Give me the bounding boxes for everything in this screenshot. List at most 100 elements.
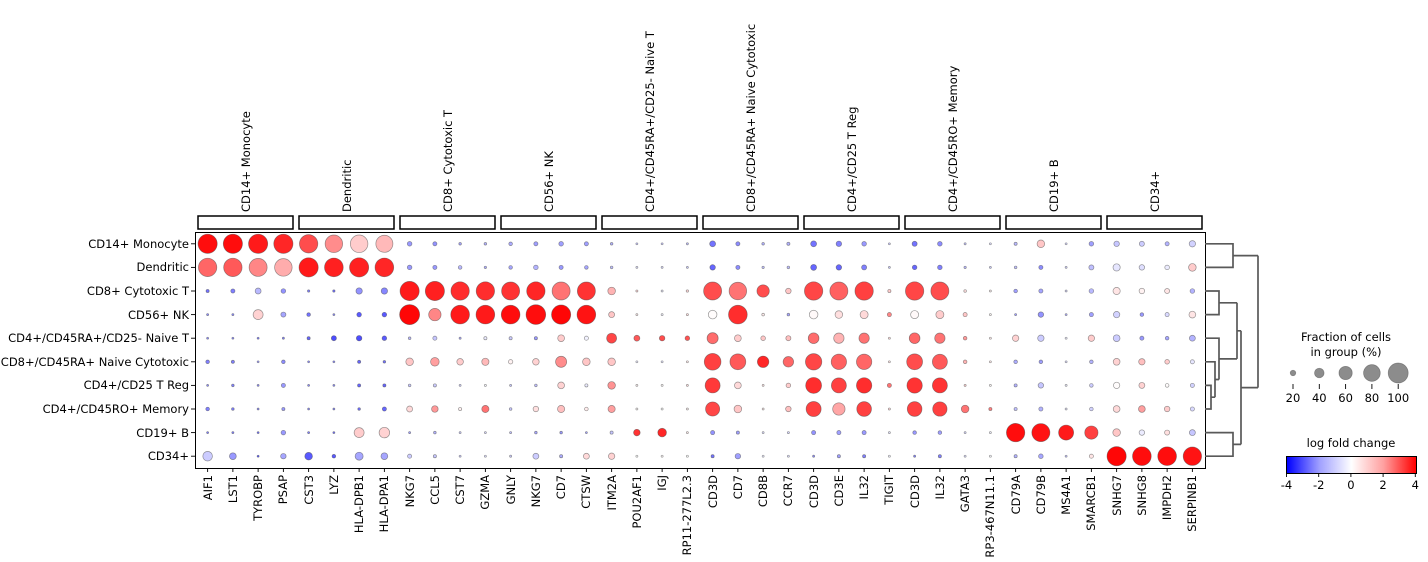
dot (760, 335, 766, 341)
dot (761, 454, 765, 458)
dot (932, 377, 948, 394)
dot (1089, 383, 1094, 388)
dot (888, 360, 891, 364)
dot (963, 265, 967, 269)
gene-label: IMPDH2 (1160, 475, 1175, 521)
dot (475, 304, 496, 325)
dot (330, 335, 337, 342)
size-legend-dot (1363, 364, 1381, 382)
dot (932, 353, 948, 370)
dot (1037, 334, 1045, 342)
dot (353, 427, 365, 438)
dot (989, 384, 992, 387)
dot (280, 382, 286, 388)
dot (782, 356, 795, 368)
dot (861, 264, 868, 271)
dot (609, 430, 614, 435)
dot (382, 383, 387, 388)
dot (705, 401, 721, 417)
dot (1164, 241, 1170, 247)
dot (484, 431, 487, 434)
dot (761, 242, 765, 246)
gene-label: CST7 (453, 475, 468, 505)
dot (836, 430, 842, 436)
row-label: CD4+/CD45RO+ Memory (42, 402, 189, 416)
dot (785, 382, 792, 389)
row-label: CD4+/CD25 T Reg (83, 378, 189, 393)
dot (1036, 239, 1046, 248)
dot (633, 334, 641, 342)
dot (331, 454, 337, 459)
dot (1013, 407, 1018, 411)
dot (633, 428, 641, 437)
dot (307, 407, 310, 411)
dot (332, 384, 336, 387)
dot (584, 265, 589, 270)
dot (886, 382, 892, 388)
dot (231, 407, 235, 411)
dot (1088, 312, 1094, 318)
dot (734, 453, 741, 460)
dot (1164, 336, 1170, 341)
dot (307, 384, 310, 387)
dot (729, 353, 747, 371)
dot (937, 264, 943, 271)
dot (1138, 382, 1146, 389)
dot (835, 264, 842, 271)
dot (761, 407, 765, 411)
dot (508, 265, 513, 270)
size-legend-title: Fraction of cells in group (%) (1276, 330, 1416, 360)
dot (349, 257, 370, 278)
dot (906, 353, 923, 371)
dot (458, 407, 463, 411)
row-label: CD8+/CD45RA+ Naive Cytotoxic (0, 354, 189, 369)
dot (500, 304, 521, 325)
dot (205, 359, 210, 364)
dot (509, 454, 513, 458)
dot (197, 233, 218, 254)
row-label: CD19+ B (136, 425, 189, 440)
gene-label: CCR7 (781, 475, 796, 507)
dot (406, 405, 413, 413)
dot (583, 335, 589, 341)
gene-label: PSAP (276, 475, 291, 505)
gene-label: CD3E (831, 475, 846, 507)
size-legend-dot (1289, 369, 1297, 377)
dot (557, 381, 565, 390)
dot (710, 430, 716, 436)
dot (534, 383, 538, 388)
dot (457, 265, 463, 270)
dot (430, 357, 440, 367)
dot (205, 289, 210, 293)
gene-label: GNLY (503, 475, 518, 505)
dot (585, 431, 588, 434)
dot (1013, 359, 1018, 364)
group-bracket (298, 215, 395, 230)
dot (559, 454, 564, 459)
dot (281, 407, 286, 411)
dot (206, 313, 210, 317)
colorbar-tick-label: -2 (1312, 478, 1325, 492)
gene-label: SNHG7 (1109, 475, 1124, 516)
dot (332, 313, 336, 316)
dot (248, 258, 268, 277)
dot (856, 377, 873, 394)
dot (525, 304, 547, 325)
dot (557, 334, 565, 342)
dot (1189, 429, 1196, 436)
dot (635, 454, 639, 458)
dot (684, 335, 691, 341)
dot (854, 281, 874, 301)
dot (635, 242, 639, 246)
dot (833, 332, 845, 344)
dot (635, 289, 639, 293)
dot (576, 304, 597, 325)
size-legend-dot (1387, 362, 1409, 384)
dot (707, 309, 718, 320)
dot (1189, 382, 1195, 388)
dot (1064, 407, 1068, 411)
dot (963, 289, 967, 293)
gene-label: IL32 (932, 475, 947, 500)
dot (508, 336, 513, 341)
